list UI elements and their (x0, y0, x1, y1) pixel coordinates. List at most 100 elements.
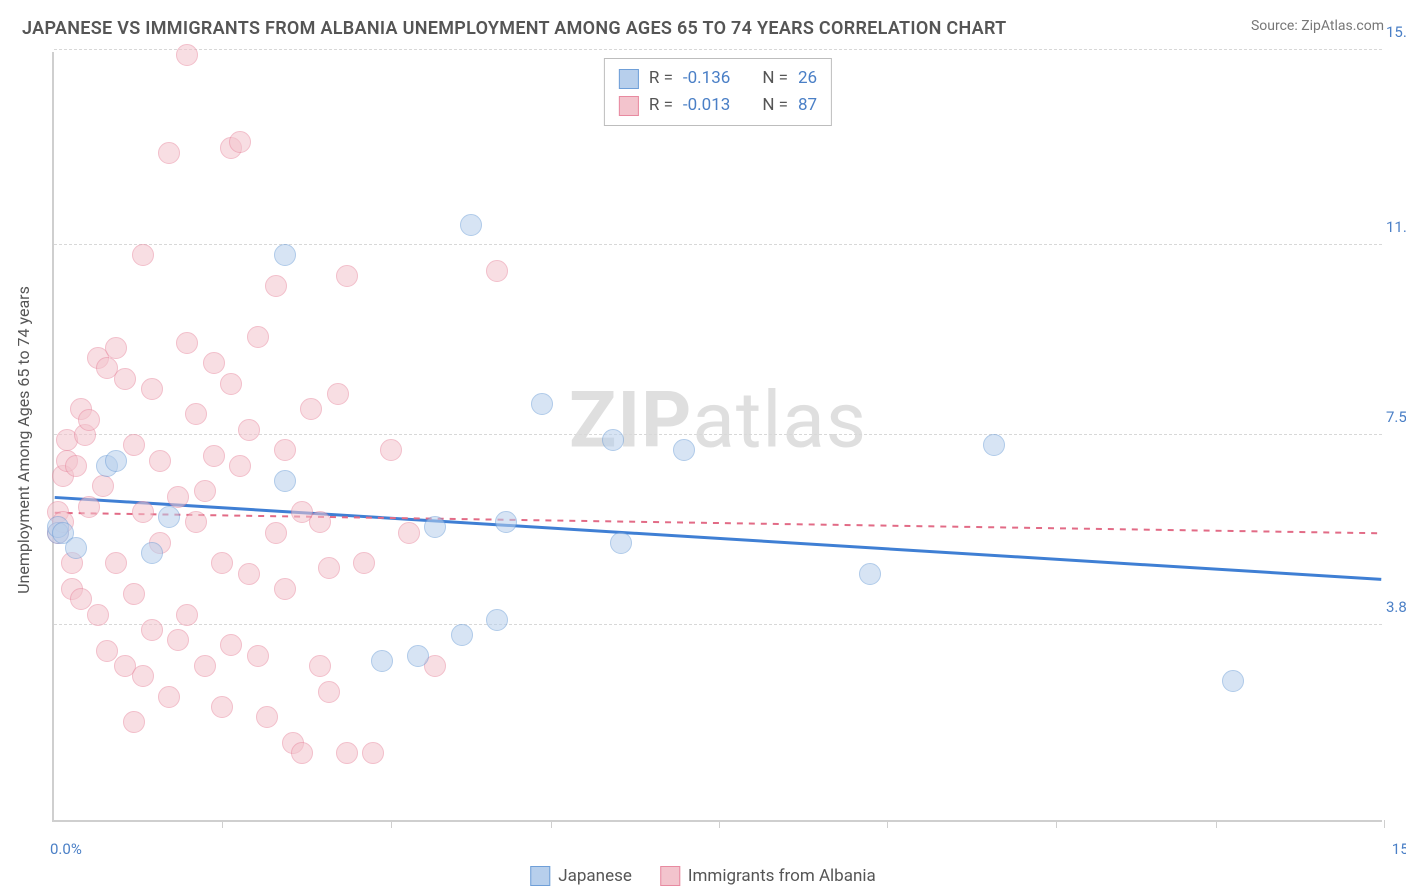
watermark: ZIPatlas (569, 375, 867, 466)
data-point (176, 44, 198, 66)
data-point (486, 260, 508, 282)
data-point (238, 419, 260, 441)
data-point (123, 711, 145, 733)
data-point (309, 655, 331, 677)
x-tick (887, 820, 888, 828)
data-point (70, 588, 92, 610)
x-tick (222, 820, 223, 828)
data-point (274, 578, 296, 600)
data-point (265, 275, 287, 297)
data-point (291, 742, 313, 764)
data-point (309, 511, 331, 533)
legend-swatch (660, 866, 680, 886)
data-point (132, 244, 154, 266)
stat-r-value: -0.013 (683, 92, 730, 119)
data-point (531, 393, 553, 415)
data-point (673, 439, 695, 461)
y-axis-label: Unemployment Among Ages 65 to 74 years (14, 286, 33, 594)
x-tick-label-left: 0.0% (50, 840, 82, 858)
data-point (149, 450, 171, 472)
data-point (105, 450, 127, 472)
legend-swatch (619, 69, 639, 89)
data-point (123, 583, 145, 605)
y-tick-label: 7.5% (1386, 408, 1406, 426)
data-point (424, 516, 446, 538)
data-point (318, 681, 340, 703)
legend-label: Japanese (558, 866, 632, 886)
data-point (203, 445, 225, 467)
data-point (203, 352, 225, 374)
source-label: Source: ZipAtlas.com (1251, 18, 1384, 34)
data-point (96, 640, 118, 662)
stat-n-label: N = (762, 92, 788, 119)
y-tick-label: 11.2% (1386, 218, 1406, 236)
stat-n-value: 87 (798, 92, 817, 119)
data-point (194, 655, 216, 677)
data-point (371, 650, 393, 672)
x-tick (1384, 820, 1385, 828)
data-point (220, 373, 242, 395)
stat-n-label: N = (762, 65, 788, 92)
x-tick-label-right: 15.0% (1392, 840, 1406, 858)
data-point (176, 332, 198, 354)
trend-line (55, 513, 1382, 533)
data-point (495, 511, 517, 533)
data-point (132, 665, 154, 687)
stats-legend: R = -0.136N = 26R = -0.013N = 87 (604, 58, 832, 126)
data-point (176, 604, 198, 626)
data-point (610, 532, 632, 554)
data-point (141, 619, 163, 641)
data-point (380, 439, 402, 461)
data-point (398, 522, 420, 544)
data-point (1222, 670, 1244, 692)
legend-label: Immigrants from Albania (688, 866, 876, 886)
data-point (983, 434, 1005, 456)
data-point (194, 480, 216, 502)
data-point (336, 265, 358, 287)
data-point (78, 409, 100, 431)
gridline (54, 624, 1382, 625)
stat-r-label: R = (649, 92, 673, 119)
watermark-rest: atlas (692, 375, 867, 466)
data-point (451, 624, 473, 646)
data-point (486, 609, 508, 631)
legend-item: Immigrants from Albania (660, 866, 876, 886)
data-point (247, 645, 269, 667)
data-point (167, 629, 189, 651)
data-point (407, 645, 429, 667)
x-tick (1216, 820, 1217, 828)
data-point (105, 337, 127, 359)
data-point (859, 563, 881, 585)
data-point (229, 131, 251, 153)
gridline (54, 49, 1382, 50)
data-point (211, 552, 233, 574)
data-point (229, 455, 251, 477)
data-point (247, 326, 269, 348)
data-point (158, 506, 180, 528)
scatter-chart: ZIPatlas R = -0.136N = 26R = -0.013N = 8… (52, 52, 1382, 822)
data-point (211, 696, 233, 718)
data-point (65, 537, 87, 559)
data-point (132, 501, 154, 523)
legend-swatch (619, 96, 639, 116)
data-point (300, 398, 322, 420)
x-tick (1056, 820, 1057, 828)
stat-r-value: -0.136 (683, 65, 730, 92)
y-tick-label: 15.0% (1386, 23, 1406, 41)
chart-title: JAPANESE VS IMMIGRANTS FROM ALBANIA UNEM… (22, 18, 1007, 39)
stats-row: R = -0.013 N = 87 (619, 92, 817, 119)
data-point (256, 706, 278, 728)
data-point (158, 142, 180, 164)
legend-swatch (530, 866, 550, 886)
series-legend: Japanese Immigrants from Albania (530, 866, 875, 886)
data-point (602, 429, 624, 451)
data-point (274, 439, 296, 461)
data-point (141, 378, 163, 400)
data-point (220, 634, 242, 656)
data-point (185, 511, 207, 533)
data-point (78, 496, 100, 518)
data-point (274, 470, 296, 492)
data-point (167, 486, 189, 508)
data-point (87, 604, 109, 626)
data-point (114, 368, 136, 390)
